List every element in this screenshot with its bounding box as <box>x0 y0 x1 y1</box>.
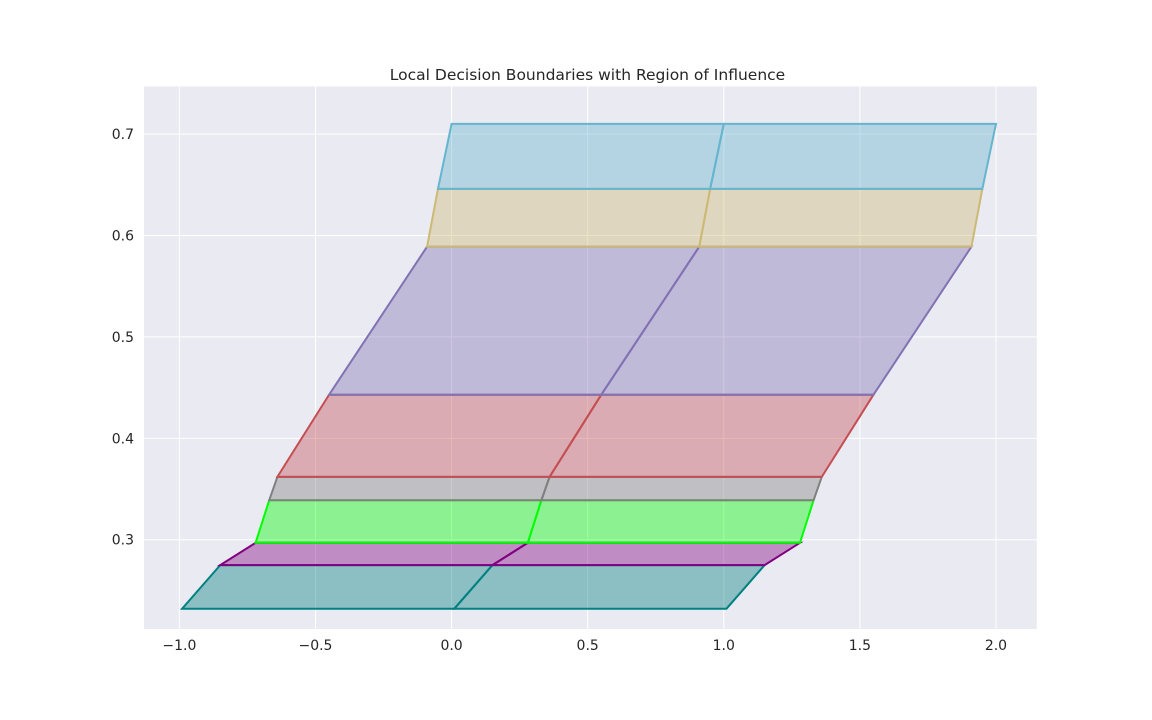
x-tick-label: −0.5 <box>298 638 332 654</box>
y-tick-label: 0.3 <box>112 533 134 549</box>
region-band-7-right <box>698 187 984 248</box>
boundary-regions <box>179 122 998 610</box>
y-axis: 0.3 0.4 0.5 0.6 0.7 <box>112 127 134 549</box>
y-tick-label: 0.7 <box>112 127 134 143</box>
region-band-8-right <box>708 122 998 190</box>
region-band-3-left <box>254 499 543 544</box>
region-band-4-left <box>267 475 551 502</box>
x-tick-label: −1.0 <box>162 638 196 654</box>
x-tick-label: 0.0 <box>440 638 462 654</box>
region-band-2-right <box>488 541 804 567</box>
region-band-5-left <box>275 393 604 478</box>
x-tick-label: 1.0 <box>713 638 735 654</box>
region-band-3-right <box>526 499 815 544</box>
region-band-7-left <box>425 187 712 248</box>
plot-area <box>144 86 1037 629</box>
region-band-2-left <box>216 541 532 567</box>
gridlines <box>144 86 1037 629</box>
x-tick-label: 2.0 <box>985 638 1007 654</box>
y-tick-label: 0.5 <box>112 330 134 346</box>
region-band-5-right <box>547 393 876 478</box>
y-tick-label: 0.6 <box>112 228 134 244</box>
x-tick-label: 0.5 <box>577 638 599 654</box>
region-band-4-right <box>539 475 824 502</box>
y-tick-label: 0.4 <box>112 431 134 447</box>
region-band-1-right <box>452 564 767 610</box>
x-tick-label: 1.5 <box>849 638 871 654</box>
chart-title: Local Decision Boundaries with Region of… <box>390 66 785 84</box>
region-band-8-left <box>436 122 726 190</box>
x-axis: −1.0 −0.5 0.0 0.5 1.0 1.5 2.0 <box>162 638 1007 654</box>
region-band-1-left <box>179 564 495 610</box>
